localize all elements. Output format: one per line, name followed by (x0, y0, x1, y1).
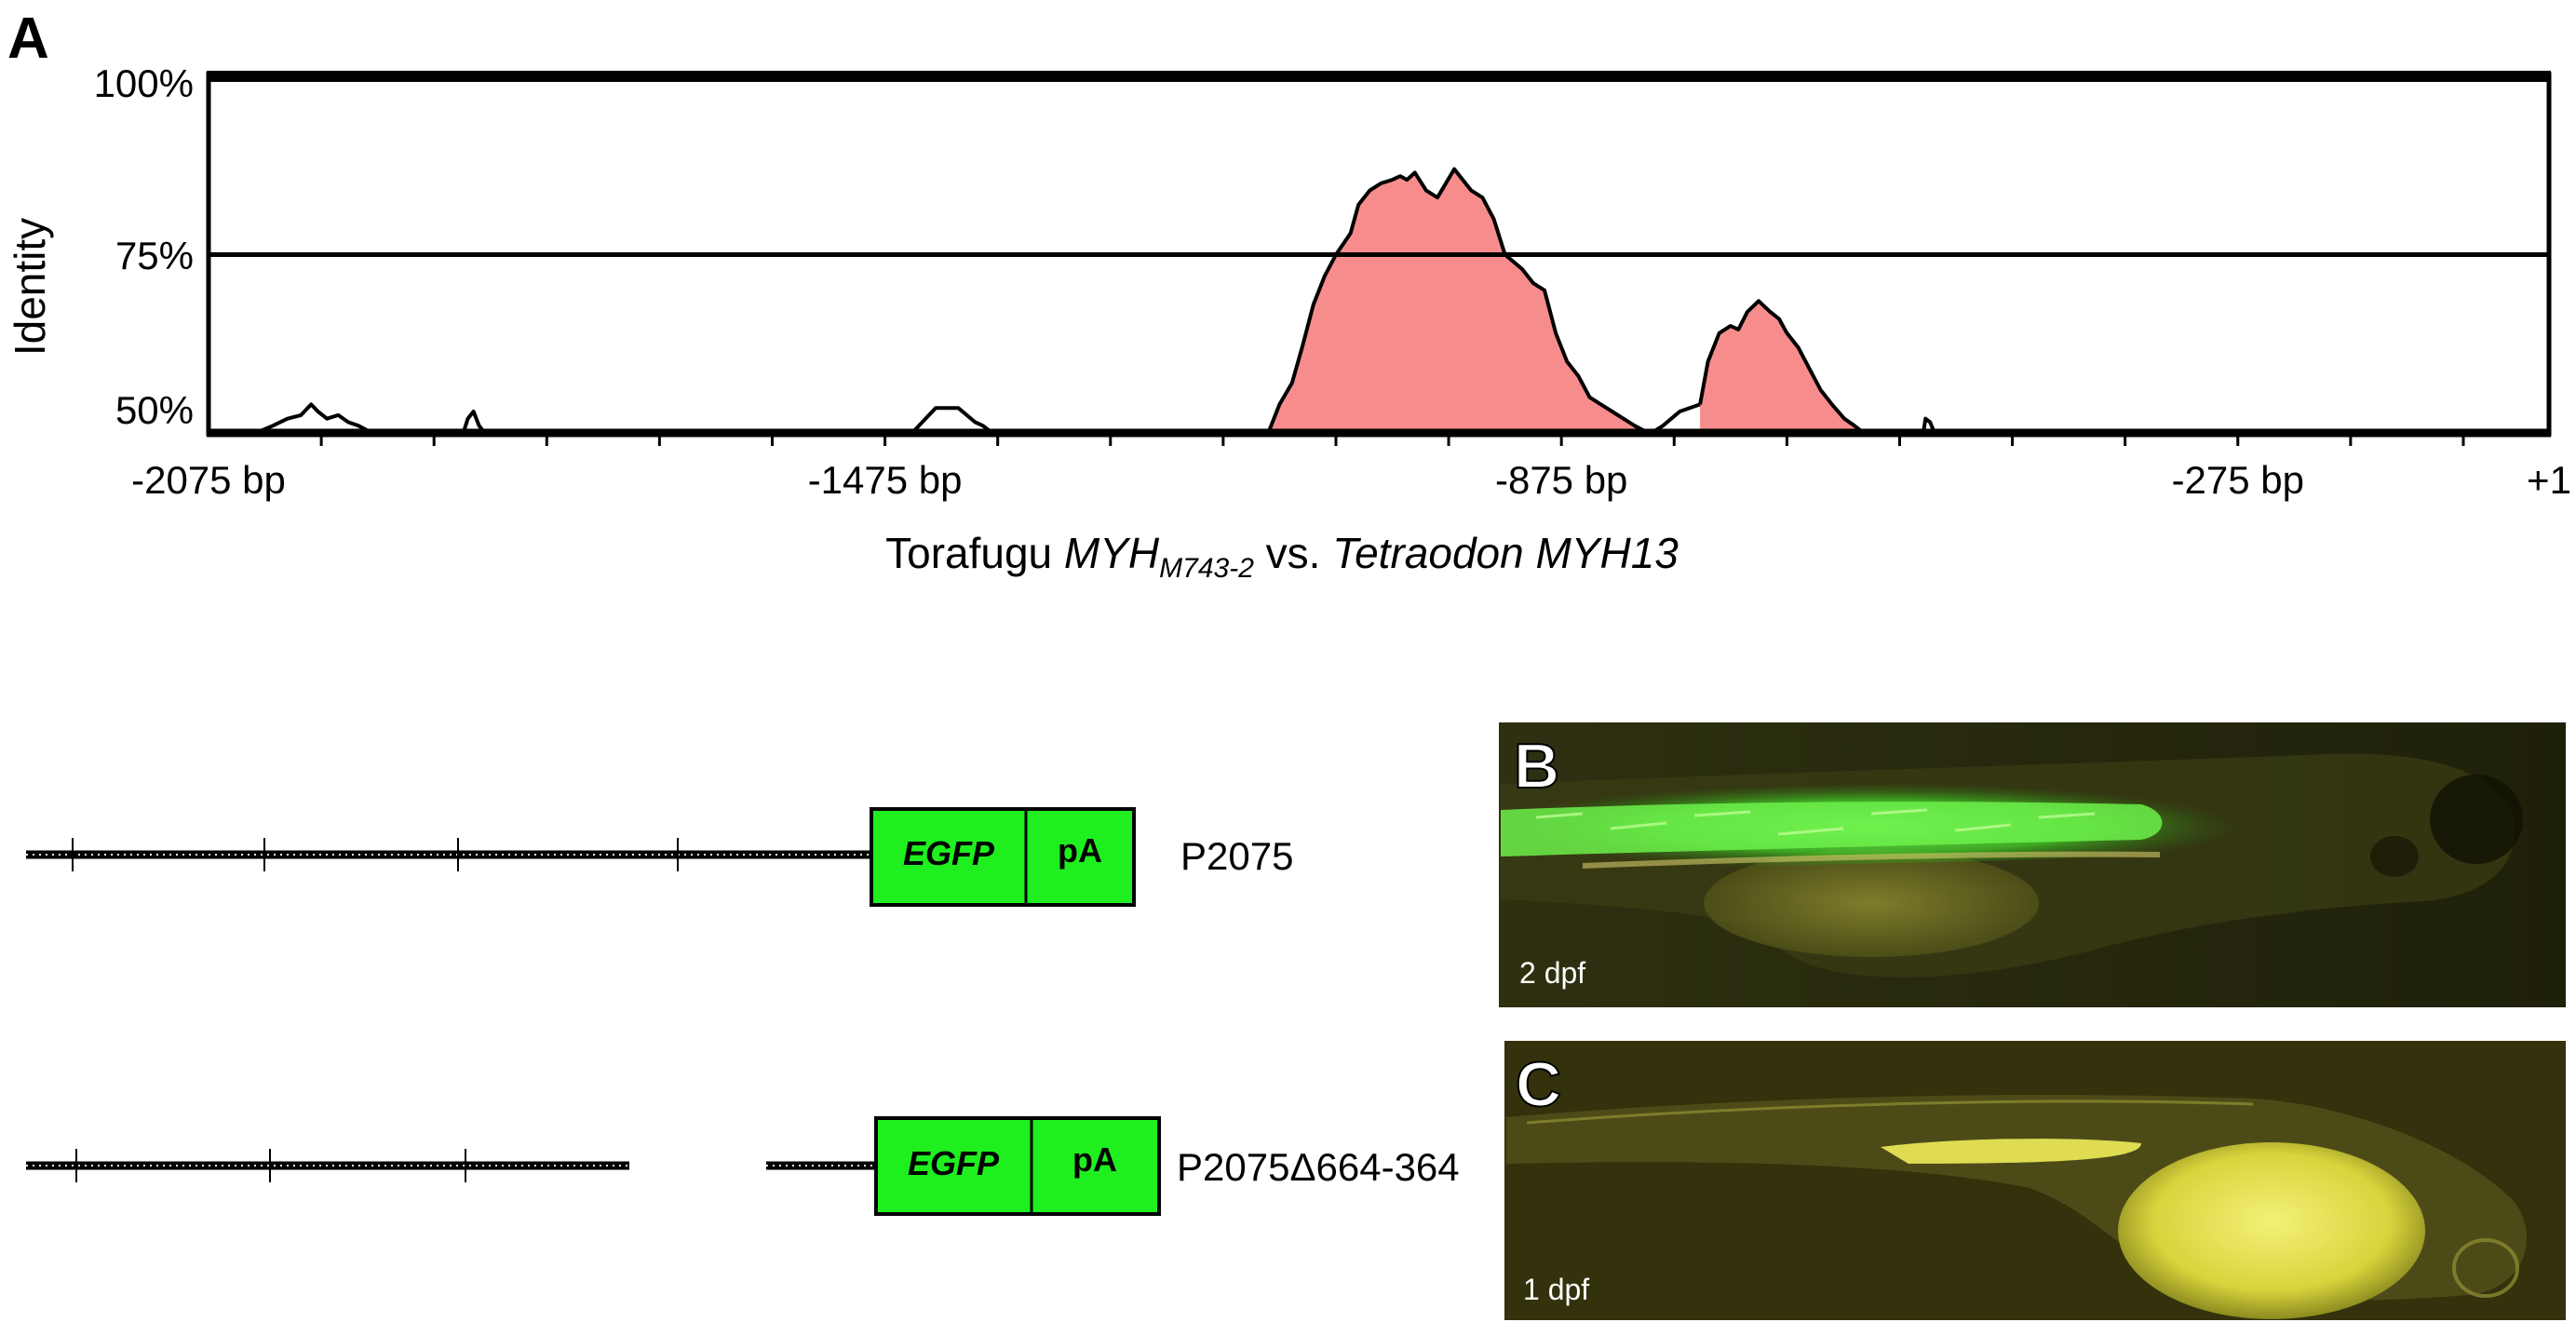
y-axis-label: Identity (6, 218, 54, 356)
identity-plot (206, 71, 2552, 446)
myofiber-streak (1535, 812, 1584, 819)
x-tick-label: -1475 bp (808, 458, 963, 502)
panel-a-label: A (7, 7, 49, 71)
eye (2430, 775, 2523, 864)
identity-curve-1 (461, 410, 487, 435)
construct-p2075: EGFP pA P2075 (26, 807, 1293, 907)
stage-label: 2 dpf (1519, 956, 1585, 990)
tail-fin-outline (1526, 1099, 2254, 1125)
yolk (1704, 849, 2039, 957)
identity-curve-2 (910, 406, 993, 435)
caption-subscript: M743-2 (1159, 553, 1254, 584)
myofiber-streak (1870, 808, 1928, 816)
eye (2452, 1238, 2519, 1298)
egfp-box (874, 1116, 1161, 1216)
yolk (2118, 1142, 2425, 1319)
construct-label: P2075Δ664-364 (1177, 1145, 1460, 1189)
comparison-caption: Torafugu MYHM743-2 vs. Tetraodon MYH13 (885, 529, 1679, 584)
caption-species: Tetraodon MYH13 (1332, 529, 1679, 577)
y-tick-label: 100% (94, 61, 194, 105)
micrograph-b-label: B (1514, 731, 1559, 802)
x-tick-marks (319, 433, 2465, 446)
egfp-text: EGFP (903, 834, 995, 872)
caption-part: Torafugu (885, 529, 1064, 577)
x-tick-labels: -2075 bp -1475 bp -875 bp -275 bp +1 (131, 458, 2571, 502)
conserved-regions (1268, 169, 1864, 433)
construct-p2075-deletion: EGFP pA P2075Δ664-364 (26, 1116, 1460, 1216)
myofiber-streak (1610, 821, 1667, 830)
x-tick-label: -275 bp (2172, 458, 2304, 502)
promoter-ticks (75, 1149, 466, 1182)
identity-curves (255, 167, 1936, 435)
conserved-region-5 (1700, 301, 1864, 433)
myofiber-streak (1693, 810, 1751, 817)
conserved-region-3 (1268, 169, 1649, 433)
construct-label: P2075 (1180, 834, 1293, 878)
egfp-box (870, 807, 1136, 907)
micrograph-b: B 2 dpf (1499, 722, 2566, 1007)
identity-curve-0 (255, 402, 373, 435)
trunk-fluorescence (1881, 1139, 2141, 1164)
eye (2370, 836, 2419, 877)
myofiber-streaks (1535, 808, 2096, 836)
y-tick-labels: 100% 75% 50% (94, 61, 194, 432)
promoter-ticks (72, 838, 679, 871)
egfp-text: EGFP (908, 1144, 1000, 1182)
pa-text: pA (1058, 831, 1102, 870)
micrograph-c-label: C (1516, 1049, 1561, 1120)
x-tick-label: +1 (2527, 458, 2571, 502)
identity-curve-5 (1698, 299, 1865, 435)
y-tick-label: 75% (115, 234, 194, 277)
identity-curve-4 (1651, 402, 1701, 435)
myofiber-streak (2038, 812, 2096, 819)
identity-curve-3 (1266, 167, 1650, 435)
identity-curve-6 (1921, 416, 1936, 434)
x-tick-label: -2075 bp (131, 458, 286, 502)
y-tick-label: 50% (115, 388, 194, 432)
myofiber-streak (1954, 823, 2012, 832)
caption-part: vs. (1254, 529, 1332, 577)
stage-label: 1 dpf (1523, 1273, 1589, 1306)
micrograph-c: C 1 dpf (1504, 1041, 2566, 1320)
caption-gene: MYH (1064, 529, 1160, 577)
notochord-glow (1582, 851, 2161, 869)
pa-text: pA (1072, 1140, 1117, 1179)
x-tick-label: -875 bp (1495, 458, 1627, 502)
myofiber-streak (1777, 827, 1844, 836)
